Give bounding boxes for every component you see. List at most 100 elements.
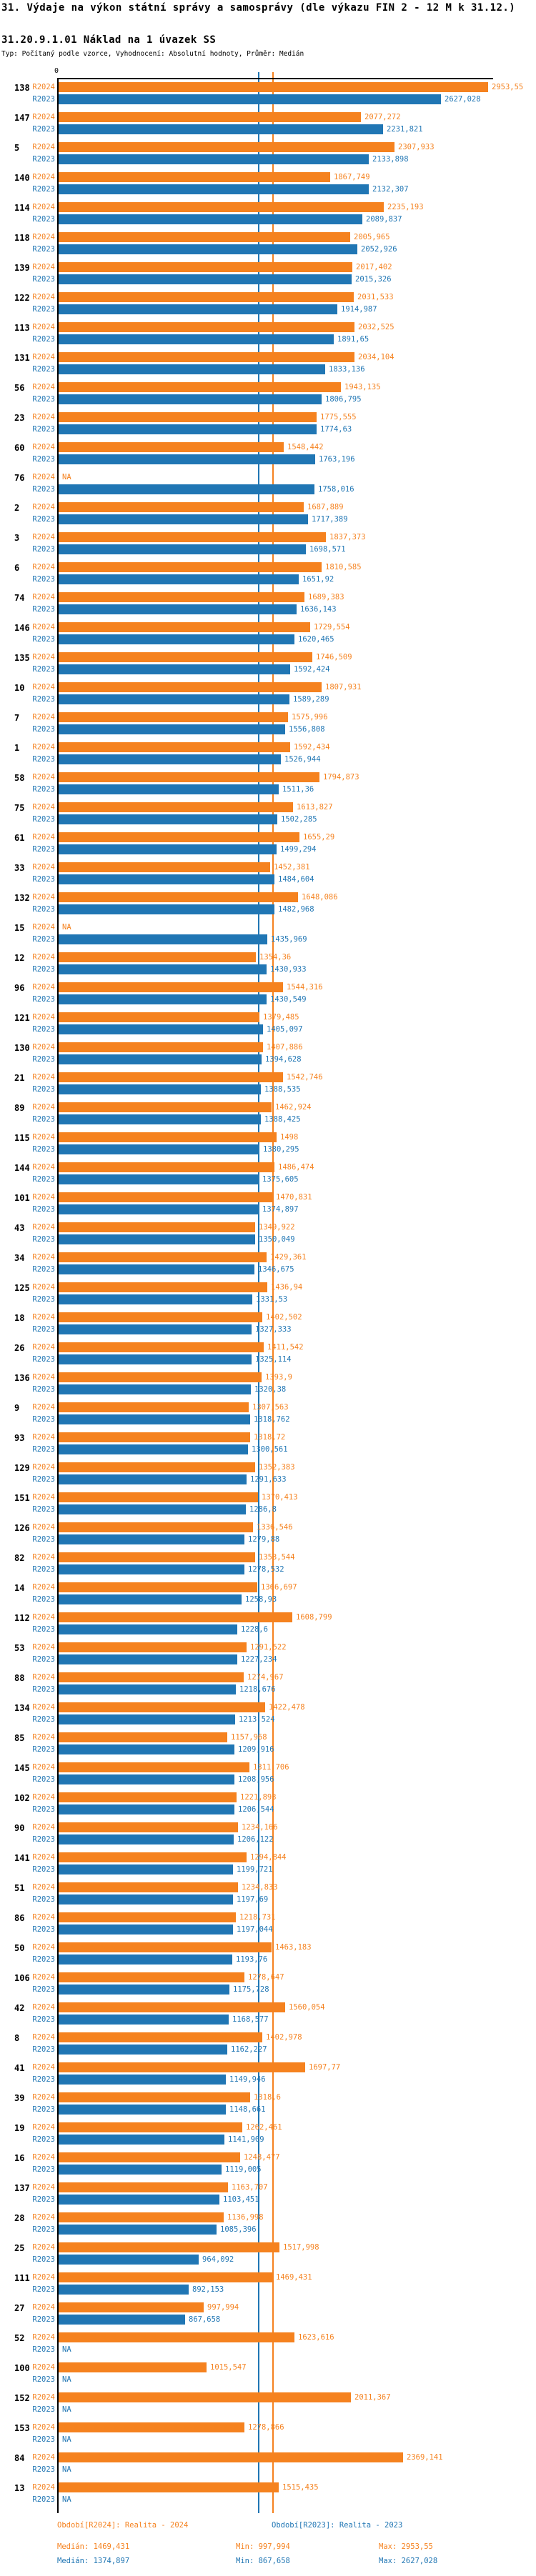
series-label-r2024: R2024 — [32, 533, 55, 541]
series-label-r2024: R2024 — [32, 1853, 55, 1862]
value-label-r2024: 1352,383 — [259, 1463, 295, 1472]
series-label-r2024: R2024 — [32, 2003, 55, 2012]
series-label-r2024: R2024 — [32, 1523, 55, 1532]
series-label-r2023: R2023 — [32, 1415, 55, 1424]
bar-r2023 — [59, 1594, 242, 1604]
series-label-r2024: R2024 — [32, 983, 55, 992]
series-label-r2024: R2024 — [32, 1433, 55, 1442]
series-label-r2023: R2023 — [32, 935, 55, 944]
page-title: 31. Výdaje na výkon státní správy a samo… — [1, 2, 516, 14]
value-label-r2024: 2031,533 — [357, 293, 394, 301]
value-label-r2023: 1698,571 — [309, 545, 346, 554]
entity-id-label: 153 — [14, 2423, 30, 2433]
bar-r2023 — [59, 634, 294, 644]
entity-id-label: 14 — [14, 1583, 25, 1593]
series-label-r2023: R2023 — [32, 2435, 55, 2444]
entity-id-label: 26 — [14, 1343, 25, 1353]
series-label-r2023: R2023 — [32, 1865, 55, 1874]
value-label-r2023: 1511,36 — [282, 785, 314, 794]
series-label-r2024: R2024 — [32, 413, 55, 421]
bar-r2023 — [59, 1684, 236, 1694]
value-label-r2023: 1435,969 — [271, 935, 307, 944]
value-label-r2024: 1689,383 — [308, 593, 344, 601]
value-label-r2024: 1354,36 — [259, 953, 292, 962]
value-label-r2024: 2011,367 — [354, 2393, 391, 2402]
series-label-r2023: R2023 — [32, 2105, 55, 2114]
entity-id-label: 146 — [14, 623, 30, 633]
entity-id-label: 39 — [14, 2093, 25, 2103]
bar-r2024 — [59, 232, 350, 242]
series-label-r2023: R2023 — [32, 1145, 55, 1154]
entity-id-label: 18 — [14, 1313, 25, 1323]
value-label-r2023: 1258,93 — [245, 1595, 277, 1604]
bar-r2024 — [59, 772, 319, 782]
entity-id-label: 111 — [14, 2273, 30, 2283]
bar-r2024 — [59, 1882, 238, 1892]
entity-id-label: 8 — [14, 2033, 20, 2043]
entity-id-label: 6 — [14, 563, 20, 573]
bar-r2023 — [59, 544, 306, 554]
series-label-r2023: R2023 — [32, 455, 55, 464]
value-label-r2024: 997,994 — [207, 2303, 239, 2312]
series-label-r2023: R2023 — [32, 965, 55, 974]
value-label-r2024: 1429,361 — [270, 1253, 307, 1262]
series-label-r2023: R2023 — [32, 2345, 55, 2354]
bar-r2023 — [59, 1144, 259, 1154]
bar-r2023 — [59, 2015, 229, 2025]
entity-id-label: 82 — [14, 1553, 25, 1563]
entity-id-label: 152 — [14, 2393, 30, 2403]
value-label-r2024: 1221,893 — [240, 1793, 277, 1802]
x-axis-line — [57, 78, 493, 79]
value-label-r2023: 1556,808 — [289, 725, 325, 734]
bar-r2023 — [59, 1264, 254, 1274]
series-label-r2023: R2023 — [32, 485, 55, 494]
value-label-r2023: 2132,307 — [372, 185, 409, 194]
value-label-r2024: 1462,924 — [275, 1103, 312, 1112]
series-label-r2024: R2024 — [32, 263, 55, 271]
series-label-r2024: R2024 — [32, 1883, 55, 1892]
value-label-r2024: 1544,316 — [287, 983, 323, 992]
value-label-r2023: 1325,114 — [255, 1355, 292, 1364]
value-label-r2024: 1470,831 — [276, 1193, 312, 1202]
entity-id-label: 51 — [14, 1883, 25, 1893]
series-label-r2023: R2023 — [32, 2045, 55, 2054]
bar-r2023 — [59, 1864, 233, 1874]
entity-id-label: 53 — [14, 1643, 25, 1653]
bar-r2023 — [59, 1294, 252, 1304]
series-label-r2024: R2024 — [32, 623, 55, 631]
bar-r2024 — [59, 2242, 279, 2252]
bar-r2024 — [59, 412, 317, 422]
series-label-r2024: R2024 — [32, 1013, 55, 1022]
bar-r2023 — [59, 1834, 234, 1844]
entity-id-label: 101 — [14, 1193, 30, 1203]
entity-id-label: 106 — [14, 1973, 30, 1983]
value-label-r2024: 2017,402 — [356, 263, 392, 271]
value-label-r2024: 1248,477 — [244, 2153, 280, 2162]
series-label-r2024: R2024 — [32, 1163, 55, 1172]
entity-id-label: 96 — [14, 983, 25, 993]
bar-r2023 — [59, 1894, 233, 1904]
value-label-r2023: 1484,604 — [278, 875, 314, 884]
series-label-r2024: R2024 — [32, 833, 55, 842]
value-label-r2024: 1648,086 — [302, 893, 338, 902]
value-label-r2024: 1307,563 — [252, 1403, 289, 1412]
entity-id-label: 12 — [14, 953, 25, 963]
bar-r2023 — [59, 1804, 234, 1814]
value-label-r2024: 2953,55 — [492, 83, 524, 91]
entity-id-label: 145 — [14, 1763, 30, 1773]
bar-r2023 — [59, 1985, 229, 1995]
series-label-r2023: R2023 — [32, 425, 55, 434]
bar-r2024 — [59, 682, 322, 692]
value-label-r2024: 1218,731 — [239, 1913, 276, 1922]
series-label-r2024: R2024 — [32, 1343, 55, 1352]
bar-r2024 — [59, 1642, 247, 1652]
series-label-r2023: R2023 — [32, 185, 55, 194]
value-label-r2023: 2052,926 — [361, 245, 397, 254]
value-label-r2023: 1141,909 — [228, 2135, 264, 2144]
value-label-r2024: 1548,442 — [287, 443, 324, 451]
series-label-r2024: R2024 — [32, 1493, 55, 1502]
bar-r2023 — [59, 454, 315, 464]
series-label-r2023: R2023 — [32, 305, 55, 314]
entity-id-label: 137 — [14, 2183, 30, 2193]
series-label-r2023: R2023 — [32, 1535, 55, 1544]
